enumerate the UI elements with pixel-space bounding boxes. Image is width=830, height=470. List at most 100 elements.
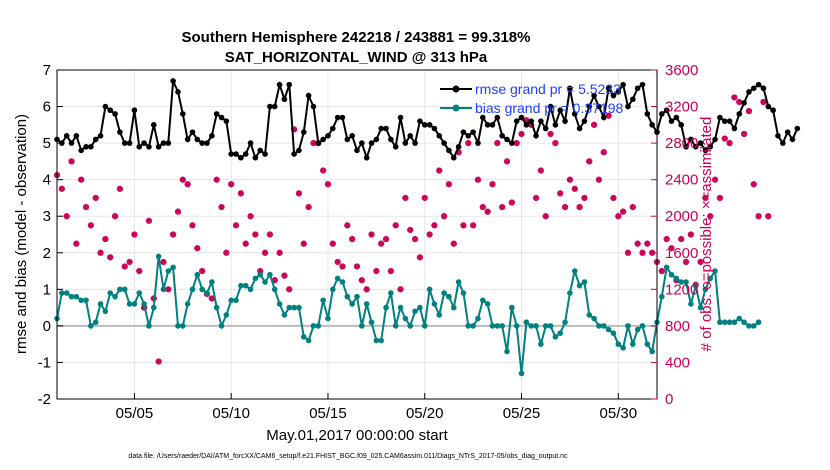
rmse-point	[736, 111, 743, 117]
bias-point	[552, 334, 559, 340]
assimilated-obs-point	[741, 130, 748, 137]
assimilated-obs-point	[126, 258, 133, 265]
rmse-point	[450, 154, 457, 161]
rmse-point	[688, 136, 694, 143]
bias-point	[310, 323, 317, 329]
assimilated-obs-point	[484, 208, 491, 215]
assimilated-obs-point	[199, 268, 206, 275]
assimilated-obs-point	[571, 185, 578, 192]
assimilated-obs-point	[174, 208, 181, 215]
assimilated-obs-point	[610, 194, 617, 201]
assimilated-obs-point	[213, 176, 220, 183]
assimilated-obs-point	[533, 194, 540, 201]
assimilated-obs-point	[208, 295, 215, 302]
axis-ticks: -2 -1 0 1 2 3 4 5 6 7 0 400 800 1200 1600 2000 2400 2800 3…	[38, 62, 699, 422]
bias-point	[755, 319, 762, 326]
bias-point	[170, 264, 176, 271]
assimilated-obs-point	[310, 140, 317, 147]
assimilated-obs-point	[97, 249, 104, 256]
assimilated-obs-point	[629, 204, 636, 211]
assimilated-obs-point	[450, 240, 457, 247]
rmse-point	[320, 136, 326, 143]
rmse-point	[315, 140, 322, 146]
bias-point	[83, 297, 89, 304]
x-tick-label: 05/20	[406, 405, 444, 422]
obs-count-markers	[53, 94, 772, 365]
bias-point	[199, 286, 205, 293]
assimilated-obs-point	[755, 213, 762, 220]
rmse-point	[421, 122, 428, 128]
bias-point	[141, 301, 147, 307]
assimilated-obs-point	[412, 236, 419, 243]
assimilated-obs-point	[639, 249, 646, 256]
rmse-point	[596, 103, 602, 110]
bias-point	[359, 323, 365, 329]
rmse-point	[228, 151, 234, 157]
rmse-point	[117, 129, 123, 135]
rmse-point	[600, 114, 607, 121]
rmse-point	[731, 125, 738, 132]
series-lines	[54, 78, 801, 377]
bias-point	[63, 290, 70, 296]
rmse-point	[194, 136, 201, 143]
assimilated-obs-point	[731, 94, 738, 101]
y-tick-label-right: 3200	[665, 99, 698, 116]
assimilated-obs-point	[63, 213, 70, 220]
assimilated-obs-point	[605, 112, 612, 119]
rmse-point	[581, 118, 588, 124]
rmse-point	[741, 100, 747, 106]
y-tick-label-left: 4	[43, 172, 51, 189]
assimilated-obs-point	[683, 258, 690, 265]
assimilated-obs-point	[600, 149, 607, 156]
rmse-point	[121, 140, 128, 146]
assimilated-obs-point	[354, 263, 360, 270]
rmse-point	[88, 143, 94, 150]
assimilated-obs-point	[247, 213, 254, 220]
rmse-point	[412, 140, 418, 146]
rmse-point	[542, 125, 549, 132]
assimilated-obs-point	[441, 213, 448, 220]
assimilated-obs-point	[300, 240, 307, 247]
assimilated-obs-point	[276, 249, 283, 256]
rmse-point	[160, 140, 167, 146]
bias-point	[450, 304, 457, 311]
rmse-point	[634, 85, 641, 92]
bias-point	[504, 348, 510, 355]
assimilated-obs-point	[721, 135, 728, 142]
assimilated-obs-point	[324, 181, 331, 188]
bias-point	[489, 323, 496, 329]
rmse-point	[484, 122, 491, 128]
assimilated-obs-point	[165, 286, 172, 293]
bias-point	[542, 323, 549, 329]
bias-point	[189, 286, 196, 293]
assimilated-obs-point	[760, 98, 767, 105]
bias-point	[470, 323, 476, 329]
rmse-point	[296, 147, 302, 154]
bias-point	[330, 286, 336, 293]
rmse-point	[267, 103, 273, 110]
y-tick-label-right: 400	[665, 354, 690, 371]
bias-point	[697, 304, 704, 311]
bias-point	[407, 323, 414, 329]
rmse-point	[180, 111, 186, 117]
assimilated-obs-point	[262, 249, 269, 256]
assimilated-obs-point	[697, 258, 704, 265]
assimilated-obs-point	[421, 194, 428, 201]
assimilated-obs-point	[436, 167, 443, 174]
assimilated-obs-point	[465, 140, 472, 147]
assimilated-obs-point	[595, 176, 602, 183]
y-tick-label-right: 2000	[665, 208, 698, 225]
rmse-point	[286, 81, 293, 88]
assimilated-obs-point	[170, 231, 177, 238]
assimilated-obs-point	[716, 194, 723, 201]
rmse-point	[494, 114, 501, 121]
rmse-point	[218, 114, 225, 121]
rmse-point	[509, 140, 515, 146]
bias-point	[325, 315, 331, 322]
bias-point	[712, 268, 718, 274]
bias-point	[300, 334, 307, 340]
bias-point	[363, 301, 370, 307]
rmse-point	[257, 147, 264, 154]
bias-point	[523, 319, 530, 326]
bias-point	[59, 290, 65, 296]
